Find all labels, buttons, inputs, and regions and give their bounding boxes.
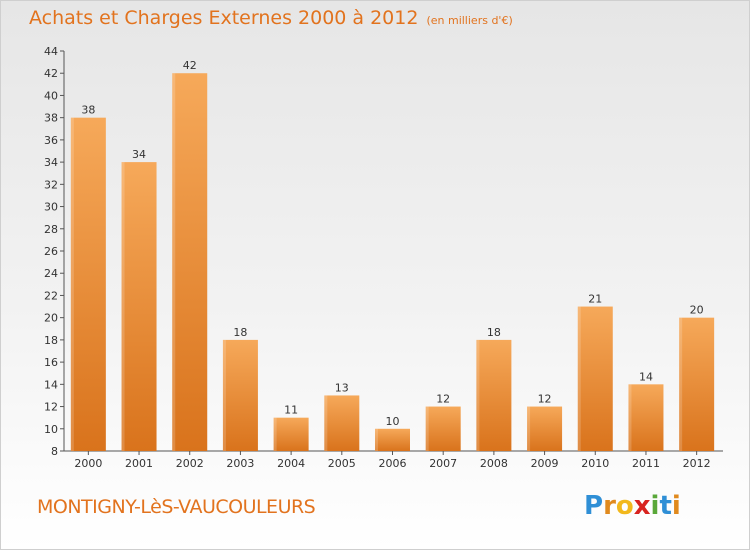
logo-letter: x bbox=[633, 491, 651, 521]
bar-highlight bbox=[679, 317, 683, 451]
x-tick-label-2006: 2006 bbox=[379, 457, 407, 470]
y-tick-label: 26 bbox=[44, 245, 58, 258]
x-tick-label-2009: 2009 bbox=[531, 457, 559, 470]
x-tick-label-2002: 2002 bbox=[176, 457, 204, 470]
data-label-2000: 38 bbox=[81, 104, 95, 117]
y-tick-label: 18 bbox=[44, 334, 58, 347]
y-tick-label: 38 bbox=[44, 112, 58, 125]
data-label-2011: 14 bbox=[639, 370, 653, 383]
data-label-2006: 10 bbox=[386, 415, 400, 428]
y-tick-label: 28 bbox=[44, 223, 58, 236]
logo-letter: P bbox=[584, 491, 604, 521]
y-tick-label: 14 bbox=[44, 378, 58, 391]
y-tick-label: 36 bbox=[44, 134, 58, 147]
x-tick-label-2004: 2004 bbox=[277, 457, 305, 470]
logo-letter: i bbox=[650, 491, 660, 521]
data-label-2009: 12 bbox=[538, 393, 552, 406]
bar-2001 bbox=[121, 162, 157, 451]
bar-highlight bbox=[273, 417, 277, 451]
x-tick-label-2010: 2010 bbox=[581, 457, 609, 470]
y-tick-label: 44 bbox=[44, 45, 58, 58]
x-tick-label-2001: 2001 bbox=[125, 457, 153, 470]
bar-2007 bbox=[425, 406, 461, 451]
data-label-2001: 34 bbox=[132, 148, 146, 161]
logo-letter: r bbox=[603, 491, 616, 521]
bar-highlight bbox=[121, 162, 125, 451]
city-name: MONTIGNY-LèS-VAUCOULEURS bbox=[37, 496, 316, 518]
bar-2008 bbox=[476, 339, 512, 451]
y-tick-label: 30 bbox=[44, 201, 58, 214]
bar-highlight bbox=[628, 384, 632, 451]
logo-letter: i bbox=[671, 491, 681, 521]
bar-2000 bbox=[70, 117, 106, 452]
data-label-2002: 42 bbox=[183, 59, 197, 72]
data-label-2010: 21 bbox=[588, 293, 602, 306]
y-tick-label: 40 bbox=[44, 89, 58, 102]
x-tick-label-2007: 2007 bbox=[429, 457, 457, 470]
bar-highlight bbox=[375, 428, 378, 451]
bar-highlight bbox=[324, 395, 328, 451]
data-label-2007: 12 bbox=[436, 393, 450, 406]
data-label-2003: 18 bbox=[233, 326, 247, 339]
data-label-2012: 20 bbox=[690, 304, 704, 317]
bar-highlight bbox=[172, 73, 176, 451]
y-tick-label: 20 bbox=[44, 312, 58, 325]
x-tick-label-2008: 2008 bbox=[480, 457, 508, 470]
chart-bars bbox=[70, 73, 715, 452]
data-label-2004: 11 bbox=[284, 404, 298, 417]
y-tick-label: 32 bbox=[44, 178, 58, 191]
chart-unit: (en milliers d'€) bbox=[426, 14, 513, 27]
y-tick-label: 24 bbox=[44, 267, 58, 280]
chart-title-text: Achats et Charges Externes 2000 à 2012 bbox=[29, 7, 419, 29]
logo-letter: o bbox=[615, 491, 634, 521]
bar-2011 bbox=[628, 384, 664, 451]
y-tick-label: 34 bbox=[44, 156, 58, 169]
bar-highlight bbox=[527, 406, 531, 451]
logo-letter: t bbox=[659, 491, 672, 521]
y-tick-label: 8 bbox=[51, 445, 58, 458]
bar-2009 bbox=[527, 406, 563, 451]
bar-2012 bbox=[679, 317, 715, 451]
bar-2010 bbox=[577, 306, 613, 451]
bar-2004 bbox=[273, 417, 309, 451]
chart-data-labels: 38 34 42 18 11 13 10 12 18 12 21 14 20 bbox=[81, 59, 703, 428]
proxiti-logo: Proxiti bbox=[584, 491, 681, 521]
bar-2003 bbox=[222, 339, 258, 451]
bar-highlight bbox=[577, 306, 581, 451]
x-tick-label-2005: 2005 bbox=[328, 457, 356, 470]
bar-2006 bbox=[375, 428, 410, 451]
x-tick-label-2012: 2012 bbox=[683, 457, 711, 470]
bar-highlight bbox=[476, 339, 480, 451]
y-tick-label: 12 bbox=[44, 401, 58, 414]
bar-highlight bbox=[70, 117, 74, 452]
y-tick-label: 42 bbox=[44, 67, 58, 80]
y-tick-label: 22 bbox=[44, 289, 58, 302]
x-tick-label-2011: 2011 bbox=[632, 457, 660, 470]
data-label-2005: 13 bbox=[335, 381, 349, 394]
x-tick-label-2003: 2003 bbox=[226, 457, 254, 470]
x-tick-label-2000: 2000 bbox=[74, 457, 102, 470]
bar-2002 bbox=[172, 73, 208, 451]
y-tick-label: 16 bbox=[44, 356, 58, 369]
y-tick-label: 10 bbox=[44, 423, 58, 436]
chart-title: Achats et Charges Externes 2000 à 2012 (e… bbox=[29, 7, 513, 29]
bar-2005 bbox=[324, 395, 360, 451]
data-label-2008: 18 bbox=[487, 326, 501, 339]
bar-highlight bbox=[425, 406, 429, 451]
bar-highlight bbox=[222, 339, 226, 451]
